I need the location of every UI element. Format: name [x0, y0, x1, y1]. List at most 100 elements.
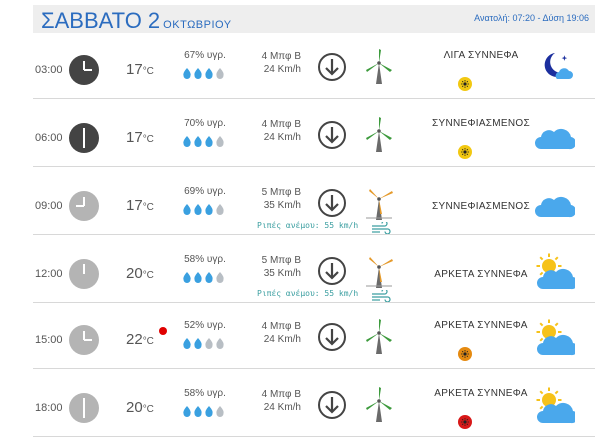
humidity-label: 67% υγρ.: [184, 50, 226, 61]
humidity-drops-icon: [183, 134, 229, 147]
wind-beaufort: 5 Μπφ Β: [261, 255, 301, 266]
temperature: 22°C: [126, 331, 154, 348]
wind-speed: 24 Km/h: [263, 402, 301, 413]
uv-index-icon: [458, 145, 472, 159]
humidity-drops-icon: [183, 404, 229, 417]
day-label: ΣΑΒΒΑΤΟ 2: [41, 8, 161, 33]
cloud-icon: [535, 185, 577, 223]
alert-dot-icon: [159, 327, 167, 335]
month-label: ΟΚΤΩΒΡΙΟΥ: [163, 19, 232, 31]
time-label: 06:00: [35, 132, 63, 144]
sun-cloud-icon: [535, 253, 579, 291]
time-label: 15:00: [35, 334, 63, 346]
wind-direction-arrow-icon: [317, 390, 347, 420]
wind-gust-label: Ριπές ανέμου: 55 km/h: [257, 221, 359, 230]
temperature: 20°C: [126, 399, 154, 416]
moon-cloud-icon: [535, 49, 575, 87]
wind-info: 4 Μπφ Β 24 Km/h: [253, 118, 301, 144]
wind-info: 5 Μπφ Β 35 Km/h: [253, 254, 301, 280]
uv-index-icon: [458, 415, 472, 429]
weather-description: ΑΡΚΕΤΑ ΣΥΝΝΕΦΑ: [434, 388, 528, 399]
weather-description: ΑΡΚΕΤΑ ΣΥΝΝΕΦΑ: [434, 320, 528, 331]
wind-info: 4 Μπφ Β 24 Km/h: [253, 320, 301, 346]
weather-description: ΛΙΓΑ ΣΥΝΝΕΦΑ: [443, 50, 519, 61]
clock-icon: [68, 122, 100, 154]
temperature: 17°C: [126, 129, 154, 146]
temperature-value: 22: [126, 331, 143, 348]
humidity-drops-icon: [183, 336, 229, 349]
windmill-icon: [362, 317, 396, 355]
wind-info: 4 Μπφ Β 24 Km/h: [253, 50, 301, 76]
humidity-drops-icon: [183, 202, 229, 215]
temperature: 17°C: [126, 197, 154, 214]
temperature: 17°C: [126, 61, 154, 78]
wind-beaufort: 5 Μπφ Β: [261, 187, 301, 198]
time-label: 12:00: [35, 268, 63, 280]
temperature-unit: °C: [142, 336, 154, 347]
uv-index-icon: [458, 77, 472, 91]
forecast-row: 03:00 17°C 67% υγρ. 4 Μπφ Β 24 Km/h ΛΙΓΑ ΣΥΝΝ…: [33, 37, 595, 99]
clock-icon: [68, 258, 100, 290]
windmill-icon: [362, 183, 396, 221]
forecast-row: 06:00 17°C 70% υγρ. 4 Μπφ Β 24 Km/h ΣΥΝΝΕΦΙΑΣ…: [33, 105, 595, 167]
wind-gust-icon: [371, 220, 391, 235]
windmill-icon: [362, 47, 396, 85]
temperature-unit: °C: [142, 66, 154, 77]
weather-description: ΣΥΝΝΕΦΙΑΣΜΕΝΟΣ: [432, 118, 530, 129]
wind-gust-icon: [371, 288, 391, 303]
temperature-value: 20: [126, 265, 143, 282]
clock-icon: [68, 392, 100, 424]
humidity-drops-icon: [183, 270, 229, 283]
humidity-label: 70% υγρ.: [184, 118, 226, 129]
temperature-value: 20: [126, 399, 143, 416]
wind-speed: 35 Km/h: [263, 200, 301, 211]
temperature-unit: °C: [142, 270, 154, 281]
temperature: 20°C: [126, 265, 154, 282]
humidity-drops-icon: [183, 66, 229, 79]
wind-direction-arrow-icon: [317, 188, 347, 218]
day-header: ΣΑΒΒΑΤΟ 2 ΟΚΤΩΒΡΙΟΥ Ανατολή: 07:20 - Δύση…: [33, 5, 595, 33]
wind-direction-arrow-icon: [317, 120, 347, 150]
wind-beaufort: 4 Μπφ Β: [261, 389, 301, 400]
wind-speed: 24 Km/h: [263, 64, 301, 75]
wind-direction-arrow-icon: [317, 256, 347, 286]
wind-beaufort: 4 Μπφ Β: [261, 321, 301, 332]
time-label: 09:00: [35, 200, 63, 212]
page-title: ΣΑΒΒΑΤΟ 2 ΟΚΤΩΒΡΙΟΥ: [41, 8, 232, 34]
wind-speed: 35 Km/h: [263, 268, 301, 279]
sunrise-sunset: Ανατολή: 07:20 - Δύση 19:06: [474, 13, 589, 23]
time-label: 18:00: [35, 402, 63, 414]
wind-speed: 24 Km/h: [263, 334, 301, 345]
temperature-value: 17: [126, 197, 143, 214]
forecast-row: 12:00 20°C 58% υγρ. 5 Μπφ Β 35 Km/h Ριπές ανέ…: [33, 241, 595, 303]
temperature-unit: °C: [142, 134, 154, 145]
humidity-label: 58% υγρ.: [184, 254, 226, 265]
time-label: 03:00: [35, 64, 63, 76]
wind-direction-arrow-icon: [317, 52, 347, 82]
sun-cloud-icon: [535, 319, 579, 357]
forecast-row: 09:00 17°C 69% υγρ. 5 Μπφ Β 35 Km/h Ριπές ανέ…: [33, 173, 595, 235]
clock-icon: [68, 190, 100, 222]
wind-speed: 24 Km/h: [263, 132, 301, 143]
weather-description: ΣΥΝΝΕΦΙΑΣΜΕΝΟΣ: [432, 201, 530, 212]
humidity-label: 58% υγρ.: [184, 388, 226, 399]
wind-info: 5 Μπφ Β 35 Km/h: [253, 186, 301, 212]
windmill-icon: [362, 385, 396, 423]
humidity-label: 69% υγρ.: [184, 186, 226, 197]
wind-beaufort: 4 Μπφ Β: [261, 51, 301, 62]
sun-cloud-icon: [535, 387, 579, 425]
wind-gust-label: Ριπές ανέμου: 55 km/h: [257, 289, 359, 298]
temperature-unit: °C: [142, 404, 154, 415]
windmill-icon: [362, 251, 396, 289]
windmill-icon: [362, 115, 396, 153]
clock-icon: [68, 324, 100, 356]
temperature-value: 17: [126, 129, 143, 146]
cloud-icon: [535, 117, 577, 155]
wind-info: 4 Μπφ Β 24 Km/h: [253, 388, 301, 414]
forecast-row: 18:00 20°C 58% υγρ. 4 Μπφ Β 24 Km/h ΑΡΚΕΤΑ ΣΥ…: [33, 375, 595, 437]
uv-index-icon: [458, 347, 472, 361]
temperature-value: 17: [126, 61, 143, 78]
temperature-unit: °C: [142, 202, 154, 213]
weather-description: ΑΡΚΕΤΑ ΣΥΝΝΕΦΑ: [434, 269, 528, 280]
clock-icon: [68, 54, 100, 86]
